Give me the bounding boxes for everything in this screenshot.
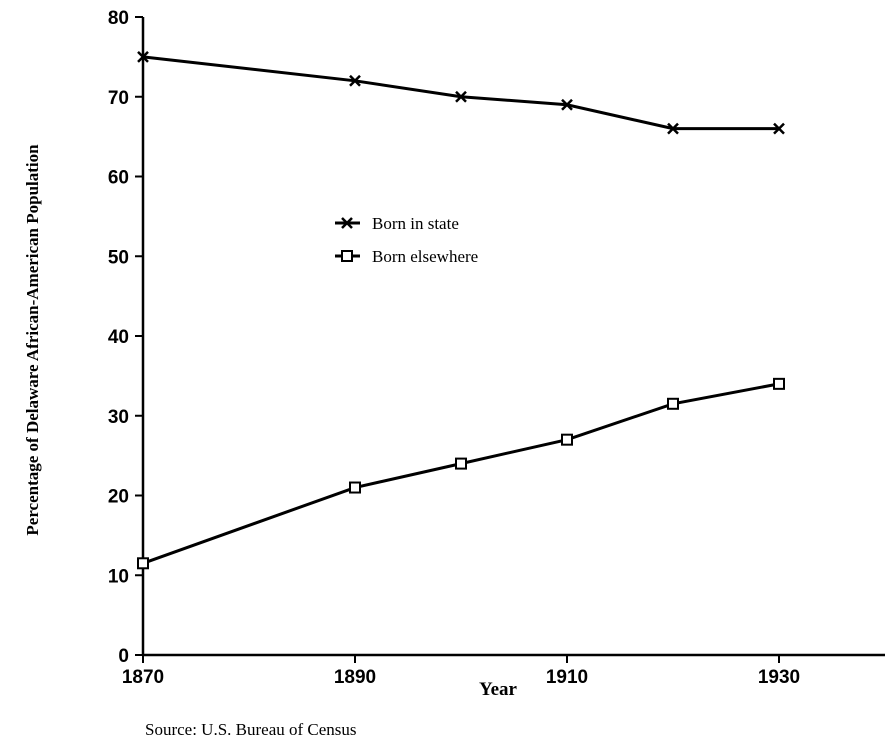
y-axis-label: Percentage of Delaware African-American … <box>23 144 42 536</box>
x-tick-label: 1910 <box>546 667 588 688</box>
y-tick-label: 10 <box>108 566 129 587</box>
marker <box>341 217 353 229</box>
marker <box>773 122 785 135</box>
marker <box>667 122 679 135</box>
x-tick-label: 1930 <box>758 667 800 688</box>
legend-label: Born in state <box>372 214 459 233</box>
marker <box>455 457 467 470</box>
series-line <box>142 55 779 131</box>
marker <box>455 90 467 103</box>
y-tick-label: 60 <box>108 168 129 189</box>
y-tick-label: 20 <box>108 487 129 508</box>
legend-label: Born elsewhere <box>372 247 478 266</box>
source-note: Source: U.S. Bureau of Census <box>145 720 357 739</box>
x-tick-label: 1870 <box>122 667 164 688</box>
marker <box>667 397 679 410</box>
marker <box>137 50 149 63</box>
marker <box>137 557 149 570</box>
marker <box>773 377 785 390</box>
y-tick-label: 50 <box>108 247 129 268</box>
y-tick-label: 80 <box>108 8 129 29</box>
marker <box>561 98 573 111</box>
y-tick-label: 40 <box>108 327 129 348</box>
y-tick-label: 30 <box>108 407 129 428</box>
y-tick-label: 0 <box>118 646 129 667</box>
series-line <box>142 382 780 565</box>
x-tick-label: 1890 <box>334 667 376 688</box>
x-axis-label: Year <box>479 679 518 700</box>
marker <box>341 250 353 262</box>
marker <box>349 74 361 87</box>
marker <box>561 433 573 446</box>
y-tick-label: 70 <box>108 88 129 109</box>
marker <box>349 481 361 494</box>
